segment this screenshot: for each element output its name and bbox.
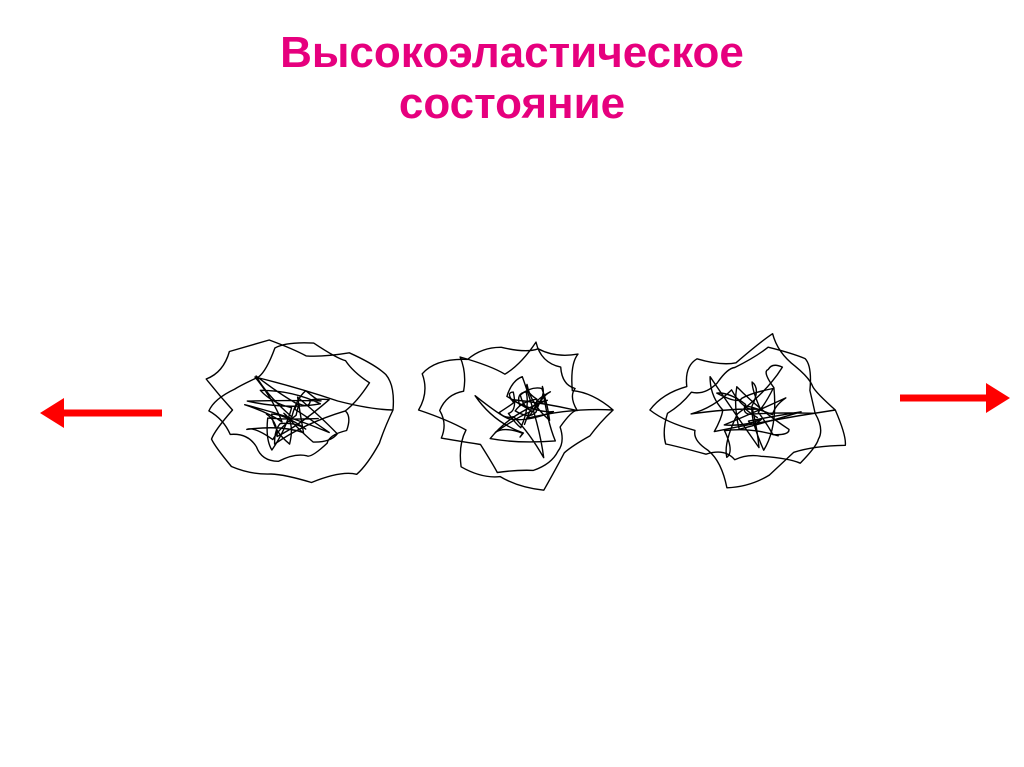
page-title: Высокоэластическое состояние [0,28,1024,129]
title-line-2: состояние [0,79,1024,130]
polymer-coil [209,343,370,461]
polymer-coil [419,347,613,490]
title-line-1: Высокоэластическое [0,28,1024,79]
left-arrow-head [40,398,64,428]
right-arrow-head [986,383,1010,413]
polymer-coil [206,340,393,483]
polymer-coils [206,334,845,491]
polymer-coil [650,334,846,488]
polymer-coil [440,342,578,472]
stretch-arrows [40,383,1010,428]
polymer-coil [664,347,820,463]
